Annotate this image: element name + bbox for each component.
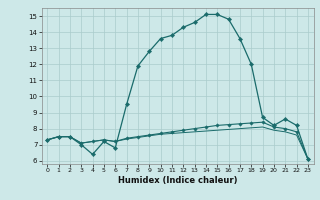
X-axis label: Humidex (Indice chaleur): Humidex (Indice chaleur)	[118, 176, 237, 185]
